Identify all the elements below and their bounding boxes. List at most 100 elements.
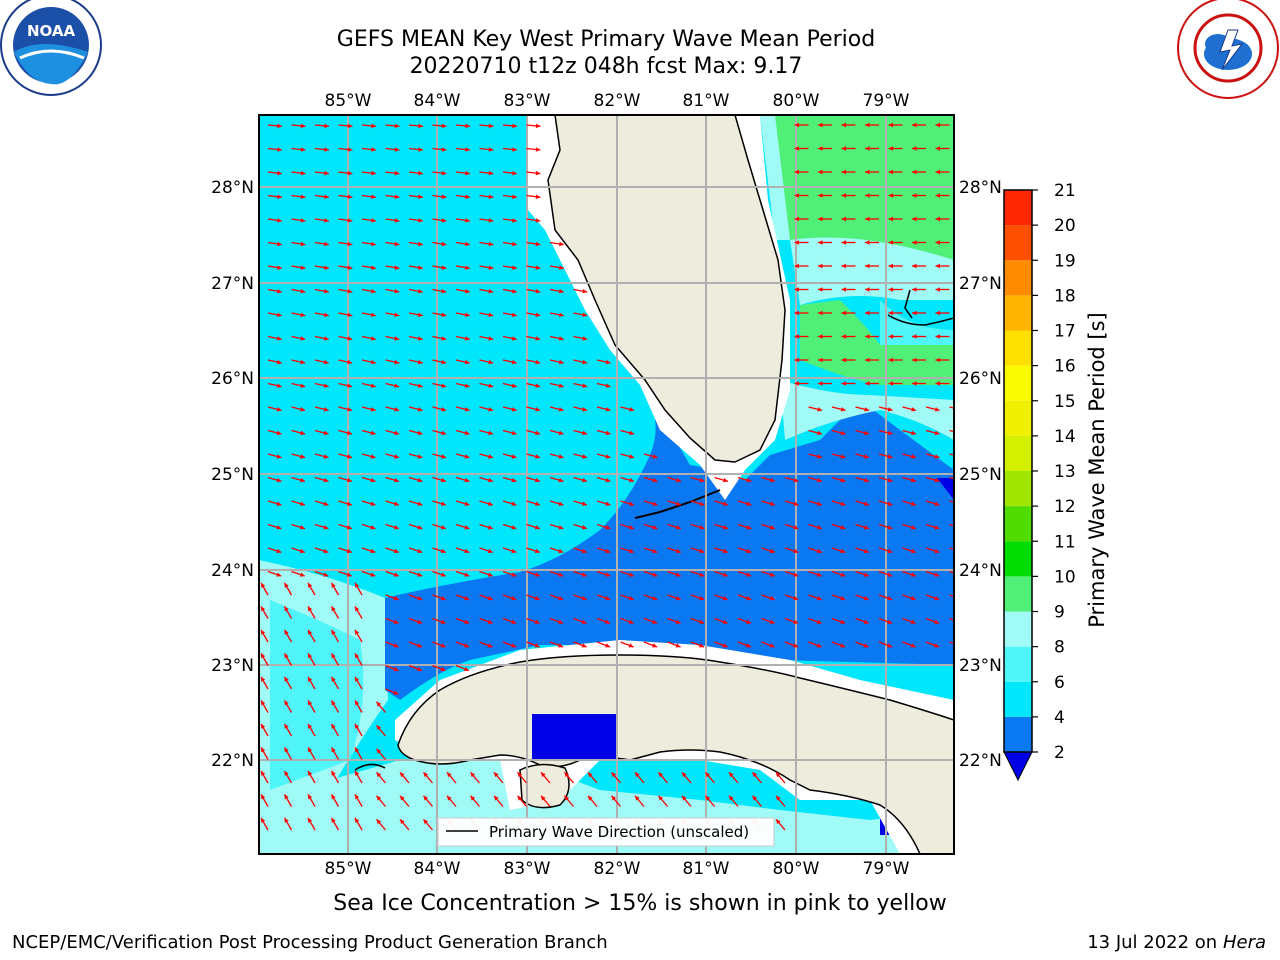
wave-arrowhead: [817, 407, 823, 412]
wave-arrowhead: [865, 216, 870, 222]
wave-arrowhead: [355, 747, 360, 753]
wave-arrowhead: [488, 336, 494, 341]
wave-arrowhead: [464, 477, 470, 483]
wave-arrowhead: [376, 748, 382, 754]
wave-arrowhead: [911, 477, 916, 483]
wave-arrowhead: [722, 596, 728, 601]
wave-arrowhead: [910, 619, 916, 624]
wave-arrowhead: [440, 572, 446, 577]
wave-arrowhead: [512, 170, 517, 176]
wave-arrowhead: [394, 477, 399, 483]
wave-arrowhead: [300, 407, 306, 412]
wave-arrowhead: [746, 619, 752, 624]
wave-arrowhead: [277, 147, 282, 152]
wave-arrowhead: [865, 263, 870, 269]
colorbar-label: Primary Wave Mean Period [s]: [1085, 312, 1109, 628]
wave-arrowhead: [888, 263, 893, 269]
wave-arrowhead: [887, 643, 893, 648]
wave-arrowhead: [911, 454, 917, 459]
wave-arrowhead: [912, 122, 917, 128]
colorbar-tick-label: 19: [1054, 251, 1076, 271]
lon-label: 80°W: [773, 859, 820, 879]
wave-arrowhead: [488, 312, 494, 318]
wave-arrowhead: [793, 619, 799, 624]
wave-arrowhead: [324, 265, 329, 270]
wave-arrowhead: [331, 723, 336, 729]
wave-arrowhead: [511, 501, 517, 506]
wave-arrowhead: [746, 501, 752, 506]
wave-arrowhead: [417, 359, 423, 365]
wave-arrowhead: [841, 287, 846, 292]
wave-arrowhead: [675, 619, 681, 624]
wave-arrowhead: [682, 772, 687, 778]
wave-arrowhead: [559, 265, 564, 270]
wave-arrowhead: [558, 430, 564, 436]
wave-arrowhead: [441, 312, 447, 318]
wave-arrowhead: [299, 525, 305, 530]
wave-arrowhead: [488, 218, 494, 223]
wave-arrowhead: [818, 122, 823, 128]
wave-arrowhead: [722, 548, 728, 554]
wave-arrowhead: [535, 147, 541, 152]
wave-arrowhead: [818, 146, 823, 151]
wave-arrowhead: [276, 454, 282, 459]
wave-arrowhead: [558, 312, 564, 318]
wave-arrowhead: [605, 430, 611, 436]
wave-arrowhead: [417, 572, 423, 577]
wave-arrowhead: [675, 572, 681, 577]
wave-arrowhead: [958, 407, 963, 411]
wave-arrowhead: [817, 454, 823, 459]
wave-arrowhead: [517, 795, 523, 801]
colorbar-segment: [1004, 365, 1032, 401]
wave-arrowhead: [423, 819, 429, 825]
wave-arrowhead: [534, 643, 540, 648]
wave-arrowhead: [628, 548, 634, 554]
wave-arrowhead: [958, 549, 963, 553]
wave-arrowhead: [347, 147, 353, 152]
wave-arrowhead: [794, 334, 799, 339]
wave-arrowhead: [675, 643, 681, 648]
wave-arrowhead: [752, 772, 758, 778]
wave-arrowhead: [277, 123, 282, 129]
wave-arrowhead: [284, 582, 289, 588]
wave-arrowhead: [865, 334, 870, 339]
wave-arrowhead: [277, 218, 282, 223]
wave-arrowhead: [376, 725, 382, 731]
wave-arrowhead: [464, 312, 470, 318]
wave-arrowhead: [958, 431, 963, 435]
wave-arrowhead: [935, 146, 940, 151]
colorbar-tick-label: 13: [1054, 462, 1076, 482]
wave-arrowhead: [581, 572, 587, 577]
wave-arrowhead: [863, 643, 869, 648]
wave-arrowhead: [652, 501, 658, 506]
wave-arrowhead: [441, 218, 447, 223]
wave-arrowhead: [300, 336, 306, 341]
wave-arrowhead: [355, 770, 360, 776]
wave-arrowhead: [400, 795, 405, 801]
wave-arrowhead: [487, 596, 493, 601]
colorbar-tick-label: 15: [1054, 392, 1076, 412]
wave-arrowhead: [347, 430, 353, 436]
wave-arrowhead: [722, 525, 728, 530]
wave-arrowhead: [699, 525, 705, 530]
wave-arrowhead: [558, 501, 564, 506]
wave-arrow: [949, 500, 954, 504]
wave-arrowhead: [840, 430, 846, 436]
wave-arrowhead: [769, 596, 775, 601]
colorbar-segment: [1004, 330, 1032, 366]
footer-date: 13 Jul 2022 on Hera: [1087, 932, 1266, 953]
wave-arrowhead: [816, 619, 822, 624]
wave-arrowhead: [370, 454, 376, 459]
wave-arrowhead: [276, 359, 282, 365]
wave-arrowhead: [628, 619, 634, 624]
wave-arrowhead: [488, 501, 493, 506]
lon-label: 84°W: [414, 91, 461, 111]
wave-arrowhead: [887, 430, 893, 436]
wave-arrowhead: [912, 310, 917, 316]
wave-arrowhead: [511, 359, 517, 365]
wave-arrowhead: [888, 193, 893, 198]
wave-arrowhead: [652, 477, 658, 483]
wave-arrowhead: [935, 381, 940, 386]
wave-arrowhead: [910, 548, 916, 554]
wave-arrowhead: [441, 147, 447, 152]
